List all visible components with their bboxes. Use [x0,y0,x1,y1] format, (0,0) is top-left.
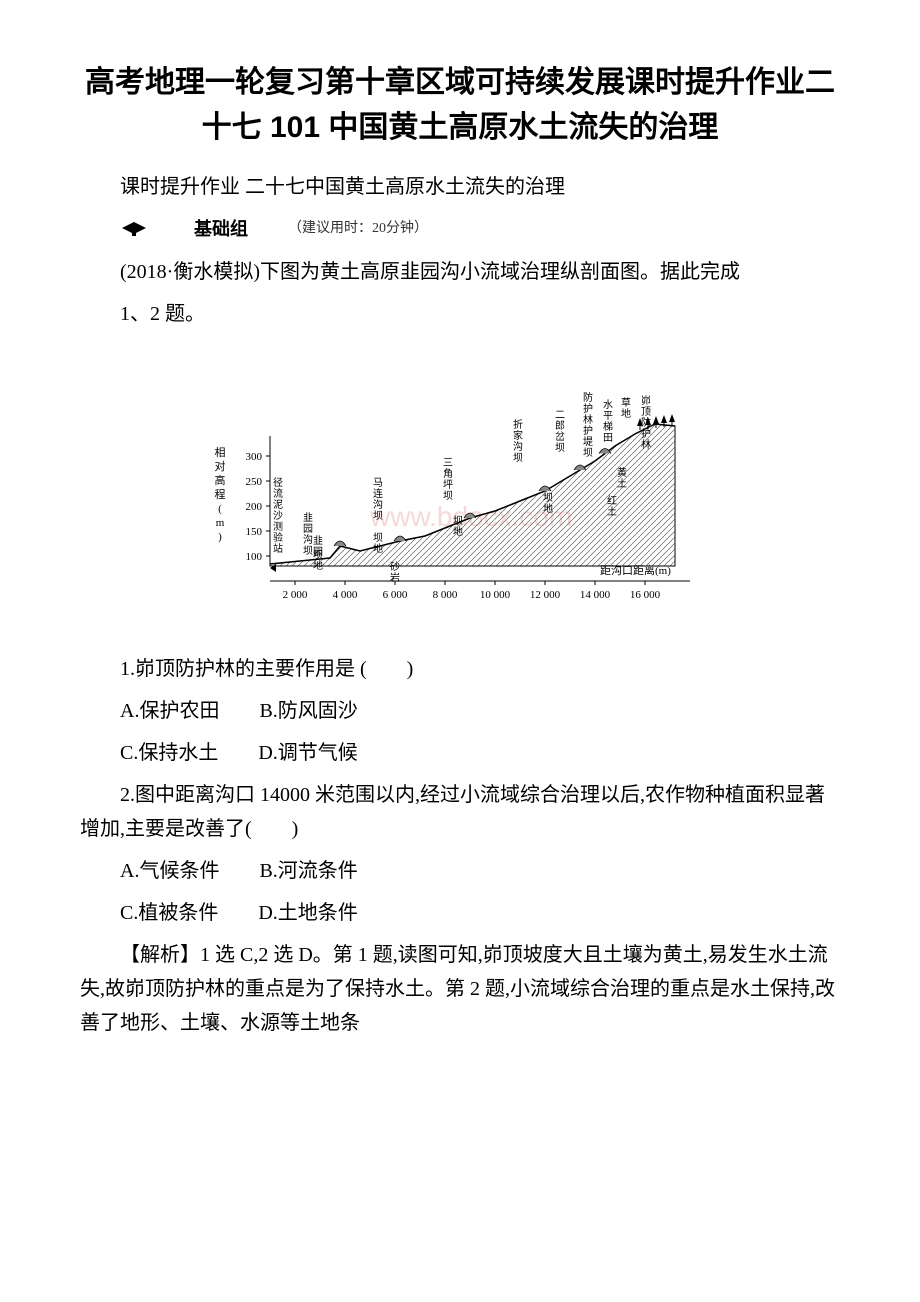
svg-text:100: 100 [246,551,263,563]
svg-text:m: m [216,517,225,529]
intro-text: (2018·衡水模拟)下图为黄土高原韭园沟小流域治理纵剖面图。据此完成 [80,255,840,289]
svg-text:防: 防 [583,391,593,404]
profile-diagram: www.bdocx.com相对高程(m)1001502002503002 000… [200,346,720,626]
svg-text:沟: 沟 [373,498,383,511]
svg-text:坝: 坝 [543,492,553,504]
svg-text:岔: 岔 [555,431,565,443]
svg-text:林: 林 [641,438,651,451]
svg-text:连: 连 [373,487,383,500]
svg-text:4 000: 4 000 [333,589,358,601]
diagram-container: www.bdocx.com相对高程(m)1001502002503002 000… [80,346,840,637]
section-label: 基础组 [154,214,248,245]
svg-text:流: 流 [273,487,283,500]
svg-text:地: 地 [543,502,553,515]
section-sub: （建议用时：20分钟） [248,217,428,241]
svg-text:地: 地 [453,525,463,538]
svg-text:护: 护 [583,424,593,437]
svg-text:验: 验 [273,531,283,544]
q1-opts-2: C.保持水土 D.调节气候 [80,736,840,770]
svg-text:200: 200 [246,501,263,513]
svg-text:坝: 坝 [443,490,453,502]
svg-text:护: 护 [583,402,593,415]
svg-text:水: 水 [603,399,613,411]
svg-text:14 000: 14 000 [580,589,611,601]
svg-text:堤: 堤 [583,436,593,448]
section-header: 基础组 （建议用时：20分钟） [80,214,840,245]
svg-text:相: 相 [215,446,226,459]
subtitle: 课时提升作业 二十七中国黄土高原水土流失的治理 [80,170,840,204]
svg-text:草: 草 [621,397,631,409]
grad-cap-icon [120,220,148,238]
svg-text:程: 程 [215,488,226,501]
analysis-text: 【解析】1 选 C,2 选 D。第 1 题,读图可知,峁顶坡度大且土壤为黄土,易… [80,938,840,1040]
svg-text:坝: 坝 [555,442,565,454]
svg-text:园: 园 [303,523,313,535]
svg-text:坝: 坝 [453,515,463,527]
svg-text:田: 田 [603,433,613,444]
svg-text:2 000: 2 000 [283,589,308,601]
svg-text:坝: 坝 [373,532,383,544]
svg-text:泥: 泥 [273,498,283,511]
svg-text:8 000: 8 000 [433,589,458,601]
svg-text:梯: 梯 [603,420,613,433]
svg-text:砂: 砂 [390,560,400,573]
svg-text:坝: 坝 [313,549,323,561]
svg-text:土: 土 [617,477,627,490]
svg-text:150: 150 [246,526,263,538]
svg-text:10 000: 10 000 [480,589,511,601]
svg-text:地: 地 [373,542,383,555]
svg-text:16 000: 16 000 [630,589,661,601]
svg-text:坪: 坪 [443,478,453,491]
svg-text:沟: 沟 [303,533,313,546]
q2-stem: 2.图中距离沟口 14000 米范围以内,经过小流域综合治理以后,农作物种植面积… [80,778,840,846]
svg-text:角: 角 [443,468,453,480]
svg-text:峁: 峁 [641,395,651,407]
page-title: 高考地理一轮复习第十章区域可持续发展课时提升作业二十七 101 中国黄土高原水土… [80,60,840,150]
svg-text:250: 250 [246,476,263,488]
svg-text:土: 土 [607,505,617,518]
svg-text:黄: 黄 [617,466,627,479]
svg-text:对: 对 [215,459,226,473]
q2-opts-2: C.植被条件 D.土地条件 [80,896,840,930]
svg-text:地: 地 [621,407,631,420]
svg-text:韭: 韭 [303,512,313,524]
svg-text:岩: 岩 [390,571,400,584]
svg-text:测: 测 [273,520,283,533]
q2-opts-1: A.气候条件 B.河流条件 [80,854,840,888]
svg-text:(: ( [218,503,222,515]
svg-text:顶: 顶 [641,406,651,418]
svg-text:径: 径 [273,476,283,489]
svg-text:红: 红 [607,494,617,507]
intro-text-2: 1、2 题。 [80,297,840,331]
svg-text:地: 地 [313,559,323,572]
svg-text:坝: 坝 [303,545,313,557]
svg-text:三: 三 [443,458,453,469]
svg-text:12 000: 12 000 [530,589,561,601]
svg-text:郎: 郎 [555,419,565,432]
svg-text:300: 300 [246,451,263,463]
svg-text:站: 站 [273,542,283,555]
svg-text:韭: 韭 [313,535,323,547]
svg-text:沟: 沟 [513,440,523,453]
svg-text:林: 林 [583,413,593,426]
svg-text:二: 二 [555,410,565,421]
svg-text:防: 防 [641,416,651,429]
svg-text:护: 护 [641,427,651,440]
svg-text:马: 马 [373,477,383,489]
svg-text:沙: 沙 [273,510,283,522]
svg-text:坝: 坝 [373,510,383,522]
svg-text:高: 高 [215,473,226,487]
svg-text:坝: 坝 [583,447,593,459]
svg-text:坝: 坝 [513,452,523,464]
svg-text:6 000: 6 000 [383,589,408,601]
svg-text:折: 折 [513,418,523,431]
q1-stem: 1.峁顶防护林的主要作用是 ( ) [80,652,840,686]
svg-text:平: 平 [603,411,613,422]
svg-text:家: 家 [513,429,523,442]
svg-text:): ) [218,531,222,543]
q1-opts-1: A.保护农田 B.防风固沙 [80,694,840,728]
